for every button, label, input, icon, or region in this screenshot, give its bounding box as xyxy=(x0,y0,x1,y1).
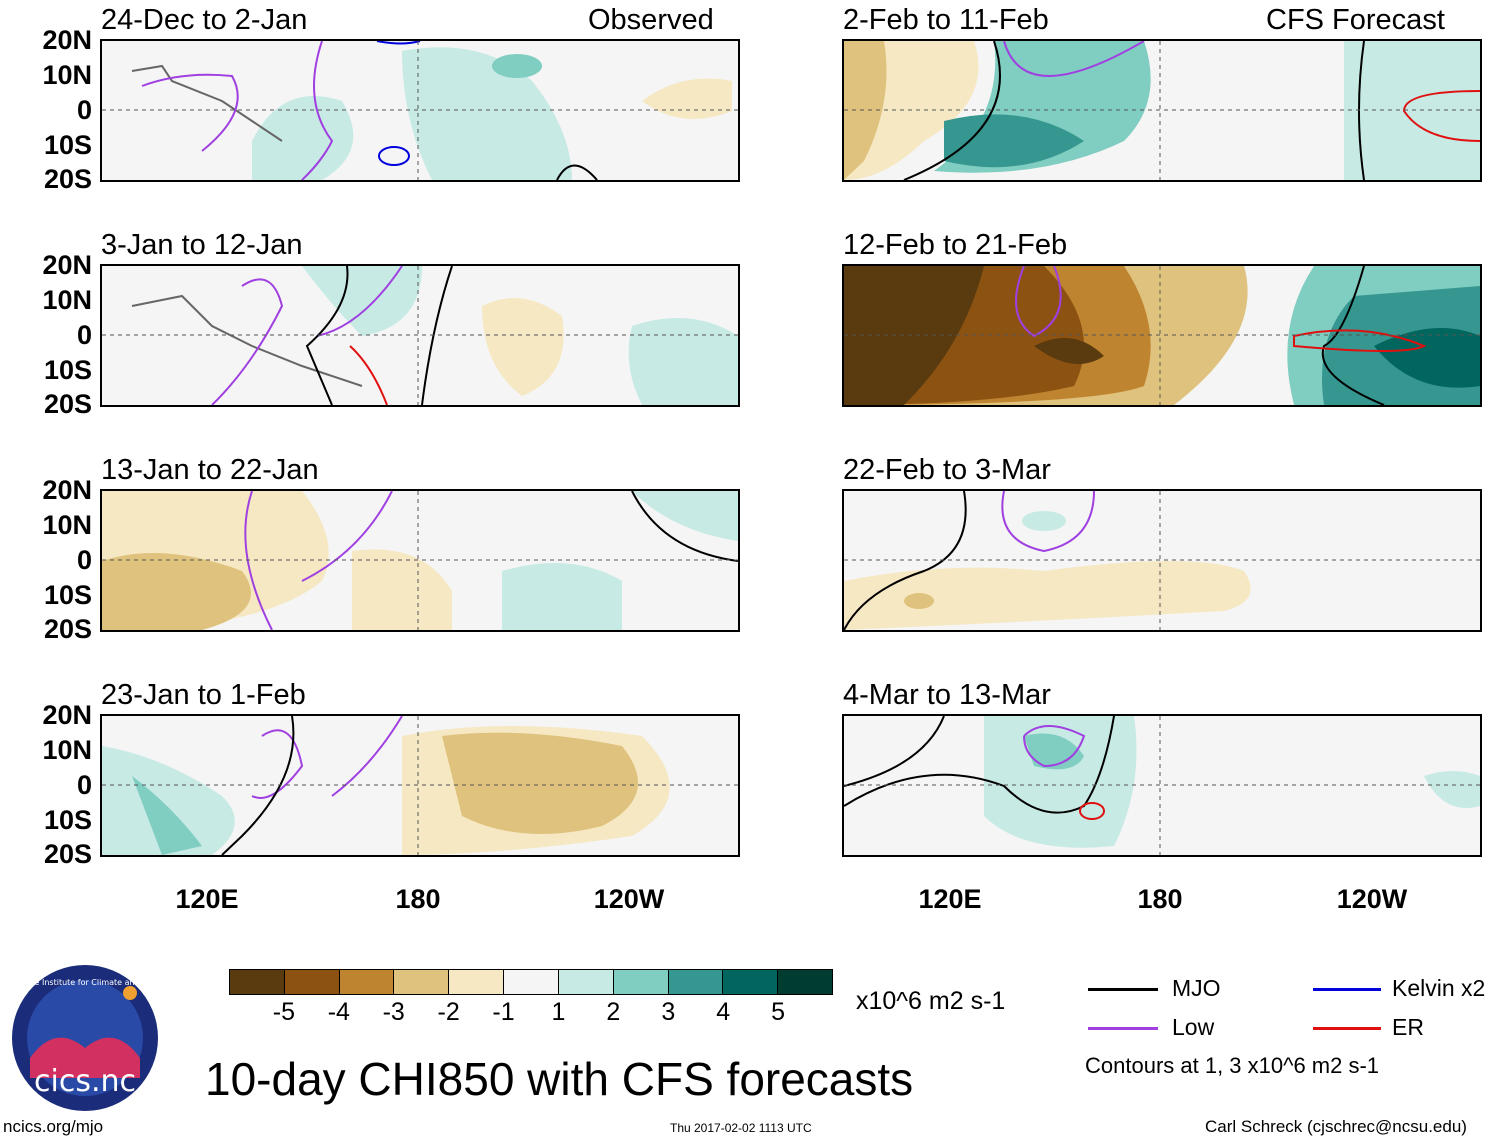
footer-timestamp: Thu 2017-02-02 1113 UTC xyxy=(670,1121,812,1135)
panel-title-l1: 24-Dec to 2-Jan xyxy=(101,4,308,36)
colorbar-swatch xyxy=(504,970,559,994)
panel-title-l2: 3-Jan to 12-Jan xyxy=(101,229,303,261)
footer-author: Carl Schreck (cjschrec@ncsu.edu) xyxy=(1205,1117,1467,1136)
colorbar-swatch xyxy=(558,970,614,994)
cfs-forecast-header: CFS Forecast xyxy=(1266,4,1445,36)
map-panel-r3 xyxy=(842,489,1482,632)
lat-label: 20N xyxy=(42,25,92,55)
colorbar-swatch xyxy=(230,970,285,994)
lat-label: 10S xyxy=(43,130,92,160)
panel-title-l3: 13-Jan to 22-Jan xyxy=(101,454,319,486)
lon-label: 120E xyxy=(918,884,982,914)
lon-label: 120W xyxy=(1336,884,1408,914)
lon-label: 120E xyxy=(175,884,239,914)
legend-note: Contours at 1, 3 x10^6 m2 s-1 xyxy=(1085,1053,1380,1078)
colorbar-tick-label: -3 xyxy=(382,998,405,1026)
legend-er-label: ER xyxy=(1392,1014,1424,1040)
colorbar-tick-label: -5 xyxy=(272,998,296,1026)
map-panel-l3 xyxy=(100,489,740,632)
legend-er-line xyxy=(1313,1027,1381,1030)
lat-label: 20S xyxy=(43,839,92,869)
colorbar xyxy=(229,969,833,995)
lat-label: 0 xyxy=(76,545,92,575)
colorbar-tick-label: -4 xyxy=(327,998,350,1026)
lon-label: 120W xyxy=(593,884,665,914)
colorbar-tick-label: 2 xyxy=(606,998,621,1026)
lat-label: 10S xyxy=(43,580,92,610)
legend-mjo-line xyxy=(1088,988,1158,991)
map-panel-l1 xyxy=(100,39,740,182)
lat-label: 10S xyxy=(43,805,92,835)
colorbar-tick-label: 5 xyxy=(771,998,786,1026)
colorbar-tick-label: -2 xyxy=(437,998,460,1026)
legend-mjo-label: MJO xyxy=(1172,975,1221,1001)
colorbar-swatch xyxy=(613,970,669,994)
colorbar-swatch xyxy=(339,970,395,994)
colorbar-tick-label: -1 xyxy=(492,998,515,1026)
colorbar-swatch xyxy=(778,970,832,994)
panel-title-r2: 12-Feb to 21-Feb xyxy=(843,229,1068,261)
lat-label: 20S xyxy=(43,614,92,644)
cics-logo: Cooperative Institute for Climate and Sa… xyxy=(0,963,179,1113)
colorbar-tick-label: 3 xyxy=(661,998,676,1026)
colorbar-swatch xyxy=(668,970,724,994)
lat-label: 20N xyxy=(42,700,92,730)
panel-title-l4: 23-Jan to 1-Feb xyxy=(101,679,306,711)
lat-label: 20S xyxy=(43,389,92,419)
colorbar-swatch xyxy=(394,970,450,994)
colorbar-swatch xyxy=(723,970,779,994)
map-panel-r2 xyxy=(842,264,1482,407)
colorbar-swatch xyxy=(449,970,505,994)
map-panel-r1 xyxy=(842,39,1482,182)
lat-label: 20N xyxy=(42,475,92,505)
main-title: 10-day CHI850 with CFS forecasts xyxy=(205,1053,914,1105)
panel-title-r4: 4-Mar to 13-Mar xyxy=(843,679,1051,711)
panel-title-r1: 2-Feb to 11-Feb xyxy=(843,4,1049,36)
lat-label: 10N xyxy=(42,60,92,90)
lon-label: 180 xyxy=(1137,884,1183,914)
lat-label: 20N xyxy=(42,250,92,280)
legend-kelvin-label: Kelvin x2 xyxy=(1392,975,1486,1001)
colorbar-units: x10^6 m2 s-1 xyxy=(856,987,1006,1015)
logo-ring-text: Cooperative Institute for Climate and Sa… xyxy=(10,978,160,987)
lon-label: 180 xyxy=(395,884,441,914)
lat-label: 10N xyxy=(42,510,92,540)
lat-label: 0 xyxy=(76,95,92,125)
footer-url[interactable]: ncics.org/mjo xyxy=(3,1117,104,1136)
lat-label: 10N xyxy=(42,285,92,315)
map-panel-r4 xyxy=(842,714,1482,857)
panel-title-r3: 22-Feb to 3-Mar xyxy=(843,454,1051,486)
lat-label: 20S xyxy=(43,164,92,194)
map-panel-l2 xyxy=(100,264,740,407)
lat-label: 10S xyxy=(43,355,92,385)
map-panel-l4 xyxy=(100,714,740,857)
legend-kelvin-line xyxy=(1313,988,1381,991)
legend-low-label: Low xyxy=(1172,1014,1215,1040)
logo-text: cics.nc xyxy=(34,1064,136,1099)
colorbar-swatch xyxy=(284,970,340,994)
lat-label: 0 xyxy=(76,770,92,800)
observed-header: Observed xyxy=(588,4,714,36)
colorbar-tick-label: 1 xyxy=(551,998,566,1026)
lat-label: 0 xyxy=(76,320,92,350)
lat-label: 10N xyxy=(42,735,92,765)
colorbar-tick-label: 4 xyxy=(716,998,731,1026)
legend-low-line xyxy=(1088,1027,1158,1030)
